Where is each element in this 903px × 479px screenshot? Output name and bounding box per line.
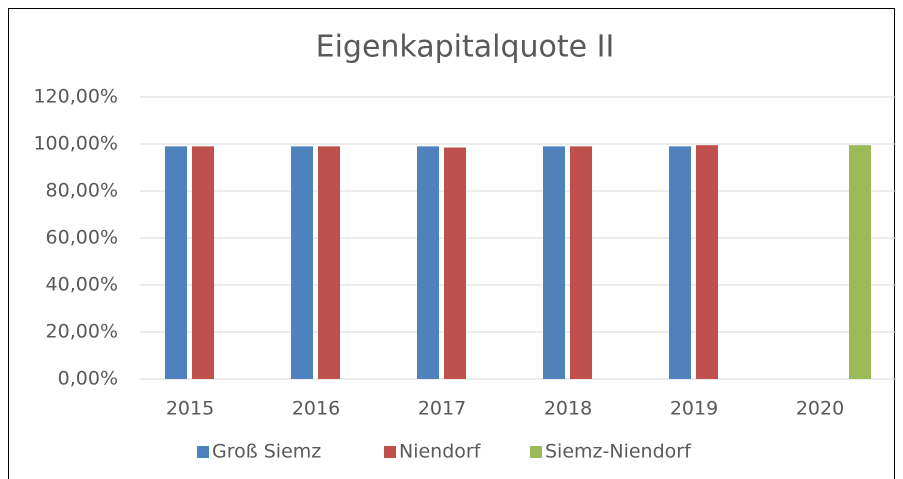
chart-title: Eigenkapitalquote II <box>316 30 615 65</box>
bar <box>417 146 439 379</box>
x-tick-label: 2017 <box>418 398 466 420</box>
bar <box>291 146 313 379</box>
legend-swatch <box>384 446 396 458</box>
y-tick-label: 100,00% <box>33 133 118 155</box>
x-tick-label: 2018 <box>544 398 592 420</box>
bar <box>318 146 340 379</box>
y-tick-label: 80,00% <box>46 180 118 202</box>
y-tick-label: 0,00% <box>58 368 118 390</box>
legend-label: Groß Siemz <box>212 441 321 463</box>
y-tick-label: 40,00% <box>46 274 118 296</box>
bar <box>165 146 187 379</box>
x-tick-label: 2019 <box>670 398 718 420</box>
x-tick-label: 2016 <box>292 398 340 420</box>
legend-label: Niendorf <box>399 441 482 463</box>
bar <box>570 146 592 379</box>
y-tick-label: 20,00% <box>46 321 118 343</box>
y-tick-label: 60,00% <box>46 227 118 249</box>
legend-label: Siemz-Niendorf <box>545 441 692 463</box>
y-tick-label: 120,00% <box>33 86 118 108</box>
bar <box>444 147 466 379</box>
bar <box>696 145 718 379</box>
legend-swatch <box>530 446 542 458</box>
bar <box>849 145 871 379</box>
x-tick-label: 2020 <box>796 398 844 420</box>
bar <box>543 146 565 379</box>
x-tick-label: 2015 <box>166 398 214 420</box>
bar <box>192 146 214 379</box>
legend-swatch <box>197 446 209 458</box>
bar <box>669 146 691 379</box>
